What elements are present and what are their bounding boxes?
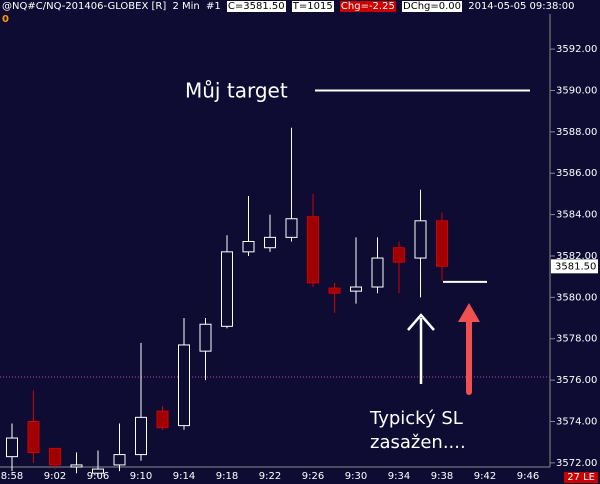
candle-body — [6, 437, 18, 458]
change-box: Chg=-2.25 — [339, 1, 396, 12]
x-tick-label: 9:38 — [431, 471, 453, 482]
candle-body — [221, 251, 233, 327]
x-tick-label: 9:10 — [130, 471, 152, 482]
candle-body — [70, 464, 83, 468]
candle-body — [264, 236, 276, 249]
header: @NQ#C/NQ-201406-GLOBEX [R] 2 Min #1 C=35… — [2, 1, 577, 12]
candle-body — [178, 344, 190, 427]
candle-body — [307, 216, 319, 284]
x-tick-label: 9:34 — [388, 471, 410, 482]
close-box: C=3581.50 — [226, 1, 286, 12]
ticks-box: T=1015 — [291, 1, 334, 12]
candle-body — [113, 454, 126, 466]
x-tick-label: 9:42 — [474, 471, 496, 482]
candle-body — [436, 220, 448, 267]
y-tick-label: 3592.00 — [556, 44, 597, 55]
x-tick-label: 9:22 — [259, 471, 281, 482]
x-tick-label: 8:58 — [1, 471, 23, 482]
x-tick-label: 9:14 — [173, 471, 195, 482]
y-tick-label: 3576.00 — [556, 375, 597, 386]
datetime: 2014-05-05 09:38:00 — [468, 1, 575, 12]
y-tick-label: 3580.00 — [556, 292, 597, 303]
dchange-box: DChg=0.00 — [402, 1, 463, 12]
target-text: Můj target — [185, 79, 288, 103]
chart-no: #1 — [205, 1, 221, 12]
candle-body — [135, 416, 147, 456]
x-tick-label: 9:46 — [517, 471, 539, 482]
y-tick-label: 3590.00 — [556, 85, 597, 96]
plot: 3572.00 3574.00 3576.00 3578.00 3580.00 3582.… — [0, 44, 598, 482]
candle-body — [92, 468, 104, 474]
y-tick-label: 3574.00 — [556, 416, 597, 427]
y-tick-label: 3586.00 — [556, 168, 597, 179]
sl-text: Typický SL — [369, 408, 463, 429]
y-tick-label: 3582.00 — [556, 251, 597, 262]
y-tick-label: 3588.00 — [556, 127, 597, 138]
red-arrow-head — [458, 303, 480, 322]
y-tick-label: 3578.00 — [556, 334, 597, 345]
candle-body — [49, 447, 61, 466]
candle-body — [414, 220, 427, 259]
interval: 2 Min — [172, 1, 200, 12]
status: 27 LE — [564, 472, 598, 483]
candle-body — [242, 241, 255, 253]
candle-body — [328, 287, 341, 294]
x-tick-label: 9:18 — [216, 471, 238, 482]
candle-body — [371, 257, 384, 288]
candle-body — [285, 218, 298, 238]
sl-text: zasažen.... — [370, 432, 466, 453]
candle-body — [27, 420, 40, 454]
last-price-label: 3581.50 — [555, 261, 596, 272]
x-tick-label: 9:30 — [345, 471, 367, 482]
candle-body — [393, 247, 405, 263]
candle-body — [156, 410, 169, 429]
white-arrow-head — [407, 313, 435, 331]
indicator: 0 — [2, 14, 9, 25]
candle-body — [199, 323, 212, 352]
candle-body — [350, 286, 362, 292]
y-tick-label: 3584.00 — [556, 210, 597, 221]
x-tick-label: 9:26 — [302, 471, 324, 482]
last-price-box — [551, 259, 598, 274]
y-tick-label: 3572.00 — [556, 458, 597, 469]
x-tick-label: 9:02 — [44, 471, 66, 482]
symbol: @NQ#C/NQ-201406-GLOBEX [R] — [2, 1, 167, 12]
